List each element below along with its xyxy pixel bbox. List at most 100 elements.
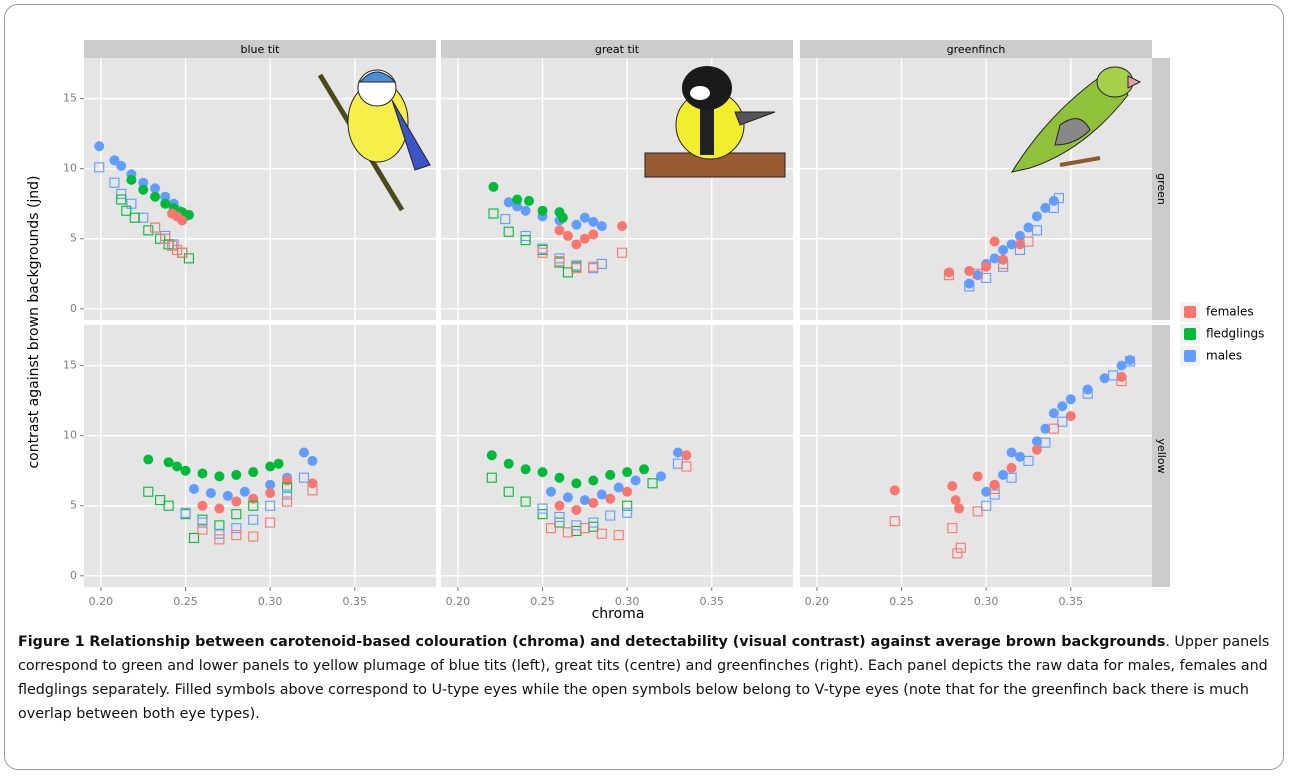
point-filled [1032, 211, 1042, 221]
point-filled [554, 225, 564, 235]
figure: blue titgreat titgreenfinchgreenyellow05… [0, 0, 1292, 776]
point-filled [206, 488, 216, 498]
x-axis-label: chroma [592, 606, 645, 620]
point-filled [94, 141, 104, 151]
point-filled [954, 504, 964, 514]
y-tick-label: 10 [63, 162, 77, 175]
point-filled [588, 217, 598, 227]
point-filled [181, 466, 191, 476]
y-tick-label: 10 [63, 429, 77, 442]
point-filled [487, 450, 497, 460]
panel-background [800, 325, 1152, 587]
x-tick-label: 0.30 [974, 595, 999, 608]
point-filled [580, 213, 590, 223]
y-tick-label: 15 [63, 359, 77, 372]
column-strip-label: greenfinch [947, 43, 1006, 56]
point-filled [944, 267, 954, 277]
y-tick-label: 15 [63, 92, 77, 105]
x-tick-label: 0.25 [530, 595, 555, 608]
legend-label: females [1206, 305, 1254, 319]
point-filled [973, 471, 983, 481]
point-filled [639, 464, 649, 474]
point-filled [990, 237, 1000, 247]
y-tick-label: 5 [70, 499, 77, 512]
point-filled [571, 505, 581, 515]
point-filled [588, 476, 598, 486]
point-filled [571, 239, 581, 249]
point-filled [274, 459, 284, 469]
point-filled [597, 490, 607, 500]
point-filled [998, 245, 1008, 255]
point-filled [524, 196, 534, 206]
illustration [690, 86, 710, 100]
caption-label: Figure 1 [18, 634, 85, 650]
point-filled [605, 470, 615, 480]
point-filled [964, 279, 974, 289]
point-filled [1066, 394, 1076, 404]
point-filled [504, 459, 514, 469]
illustration [682, 66, 732, 110]
y-tick-label: 0 [70, 302, 77, 315]
point-filled [538, 467, 548, 477]
y-axis-label: contrast against brown backgrounds (jnd) [26, 175, 42, 468]
point-filled [214, 504, 224, 514]
point-filled [189, 484, 199, 494]
point-filled [282, 476, 292, 486]
point-filled [265, 462, 275, 472]
point-filled [622, 487, 632, 497]
point-filled [554, 207, 564, 217]
point-filled [214, 471, 224, 481]
point-filled [588, 498, 598, 508]
point-filled [563, 492, 573, 502]
point-filled [197, 501, 207, 511]
point-filled [307, 456, 317, 466]
x-tick-label: 0.20 [805, 595, 830, 608]
point-filled [538, 206, 548, 216]
point-filled [172, 462, 182, 472]
chart: blue titgreat titgreenfinchgreenyellow05… [0, 0, 1292, 620]
x-tick-label: 0.25 [173, 595, 198, 608]
legend-key [1184, 350, 1196, 362]
point-filled [580, 495, 590, 505]
point-filled [223, 491, 233, 501]
panel-background [84, 325, 436, 587]
point-filled [673, 447, 683, 457]
point-filled [588, 230, 598, 240]
legend-label: fledglings [1206, 327, 1264, 341]
x-tick-label: 0.35 [343, 595, 368, 608]
point-filled [614, 483, 624, 493]
point-filled [248, 467, 258, 477]
point-filled [265, 488, 275, 498]
caption-title: Relationship between carotenoid-based co… [89, 634, 1165, 650]
point-filled [160, 199, 170, 209]
point-filled [521, 206, 531, 216]
point-filled [248, 494, 258, 504]
x-tick-label: 0.35 [1059, 595, 1084, 608]
point-filled [177, 216, 187, 226]
point-filled [580, 234, 590, 244]
point-filled [890, 485, 900, 495]
point-filled [150, 192, 160, 202]
point-filled [605, 494, 615, 504]
y-tick-label: 0 [70, 569, 77, 582]
column-strip-label: blue tit [241, 43, 281, 56]
column-strip-label: great tit [595, 43, 640, 56]
point-filled [488, 182, 498, 192]
point-filled [1007, 447, 1017, 457]
row-strip-label: green [1155, 173, 1168, 205]
x-tick-label: 0.20 [89, 595, 114, 608]
caption: Figure 1 Relationship between carotenoid… [18, 630, 1280, 726]
point-filled [571, 220, 581, 230]
point-filled [512, 195, 522, 205]
point-filled [1007, 463, 1017, 473]
point-filled [597, 221, 607, 231]
point-filled [563, 231, 573, 241]
point-filled [167, 209, 177, 219]
x-tick-label: 0.35 [700, 595, 725, 608]
point-filled [126, 175, 136, 185]
y-tick-label: 5 [70, 232, 77, 245]
point-filled [231, 497, 241, 507]
legend-label: males [1206, 349, 1242, 363]
point-filled [571, 478, 581, 488]
point-filled [231, 470, 241, 480]
